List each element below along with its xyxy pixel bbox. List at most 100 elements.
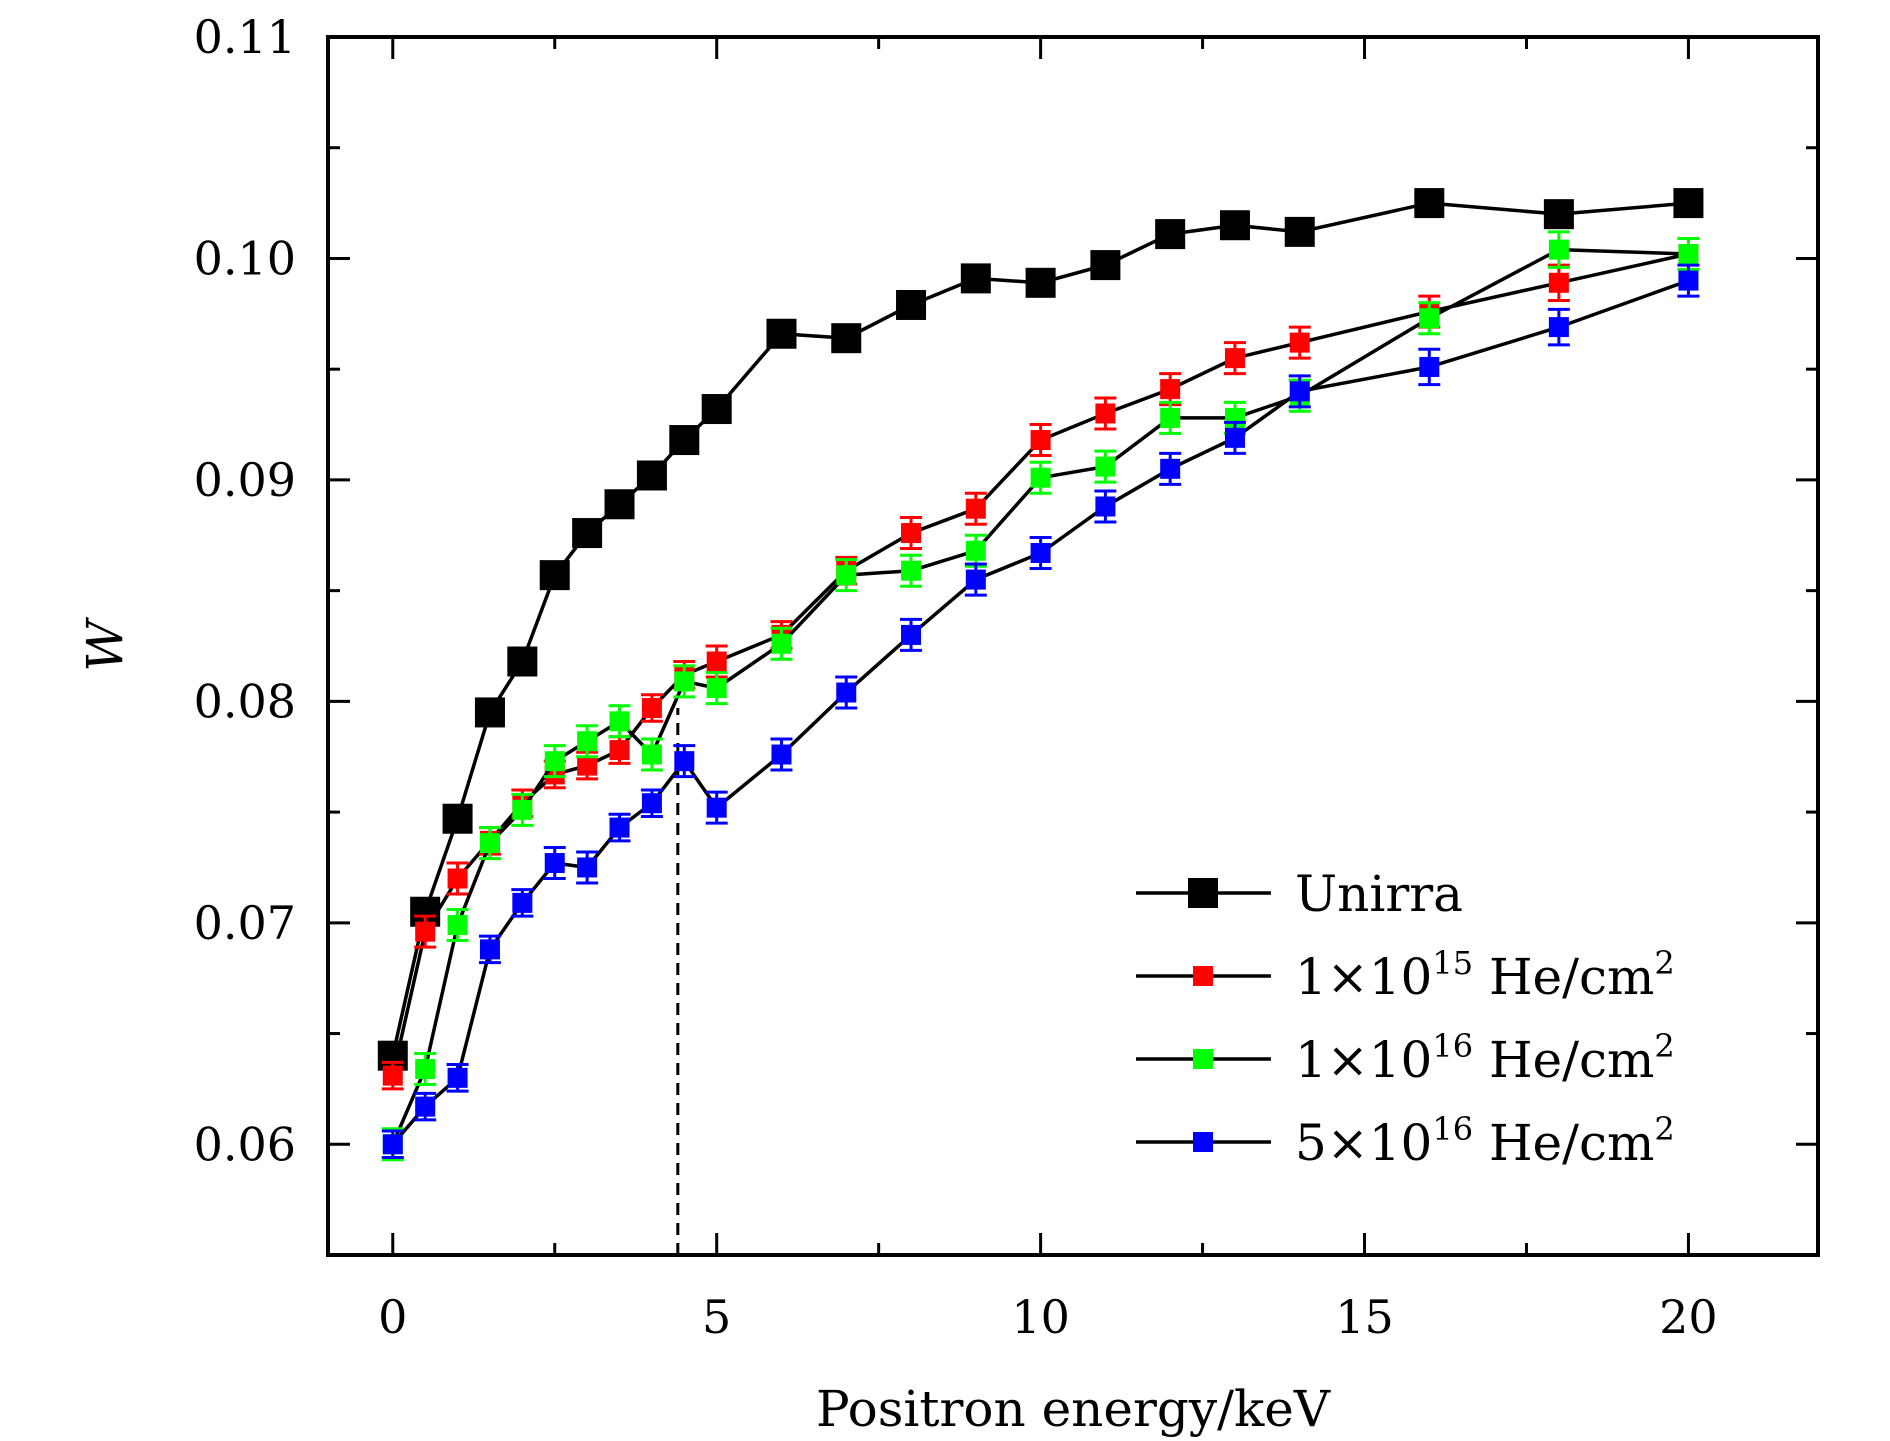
data-point <box>1219 210 1250 241</box>
legend-marker <box>1193 966 1213 986</box>
legend-entry: 1×1016 He/cm2 <box>1136 1027 1675 1089</box>
data-point <box>1090 250 1121 281</box>
data-point <box>382 1065 403 1086</box>
data-point <box>507 646 538 677</box>
data-point <box>479 833 500 854</box>
data-point <box>1414 188 1445 219</box>
plot-frame <box>326 35 1820 1257</box>
data-point <box>1284 216 1315 247</box>
data-point <box>1548 272 1569 293</box>
data-point <box>674 751 695 772</box>
data-point <box>636 460 667 491</box>
legend-label: 5×1016 He/cm2 <box>1295 1110 1675 1172</box>
legend-entry: Unirra <box>1136 865 1463 923</box>
data-point <box>771 633 792 654</box>
data-point <box>415 1058 436 1079</box>
data-point <box>1543 199 1574 230</box>
data-point <box>577 731 598 752</box>
data-point <box>577 755 598 776</box>
data-point <box>896 289 927 320</box>
data-point <box>512 799 533 820</box>
data-point <box>669 425 700 456</box>
series-3 <box>381 263 1700 1160</box>
data-point <box>706 797 727 818</box>
y-tick-label: 0.06 <box>194 1117 296 1171</box>
data-point <box>512 892 533 913</box>
data-point <box>965 498 986 519</box>
y-tick-label: 0.08 <box>194 674 296 728</box>
legend-label: 1×1016 He/cm2 <box>1295 1027 1675 1089</box>
legend-marker <box>1188 878 1218 908</box>
data-point <box>641 744 662 765</box>
x-tick-label: 15 <box>1335 1290 1394 1344</box>
x-tick-label: 10 <box>1011 1290 1070 1344</box>
data-point <box>1155 219 1186 250</box>
data-point <box>1548 239 1569 260</box>
data-point <box>544 853 565 874</box>
data-point <box>706 651 727 672</box>
data-point <box>1030 430 1051 451</box>
data-point <box>1095 403 1116 424</box>
axes-group: 0 5 10 15 20 0.06 0.07 0.08 0.09 0.10 0.11 <box>194 10 1818 1344</box>
series-0 <box>377 188 1704 1071</box>
data-point <box>544 751 565 772</box>
data-point <box>382 1134 403 1155</box>
data-point <box>1160 379 1181 400</box>
x-tick-label: 5 <box>702 1290 731 1344</box>
data-point <box>960 263 991 294</box>
data-point <box>771 744 792 765</box>
data-point <box>965 569 986 590</box>
legend-marker <box>1193 1049 1213 1069</box>
data-point <box>1289 332 1310 353</box>
data-point <box>1030 542 1051 563</box>
series-2 <box>381 230 1700 1162</box>
y-tick-label: 0.09 <box>194 453 296 507</box>
y-axis-title: W <box>76 617 134 672</box>
data-point <box>604 489 635 520</box>
data-point <box>901 560 922 581</box>
data-point <box>415 1096 436 1117</box>
data-point <box>1673 188 1704 219</box>
data-point <box>609 711 630 732</box>
data-point <box>641 698 662 719</box>
y-tick-label: 0.11 <box>194 10 296 64</box>
data-point <box>1224 348 1245 369</box>
data-point <box>1160 458 1181 479</box>
data-point <box>1030 467 1051 488</box>
data-point <box>447 915 468 936</box>
series-line <box>391 201 1689 1057</box>
data-point <box>831 323 862 354</box>
data-point <box>415 921 436 942</box>
data-point <box>1419 356 1440 377</box>
x-axis-title: Positron energy/keV <box>816 1380 1331 1438</box>
data-point <box>577 857 598 878</box>
data-point <box>901 624 922 645</box>
data-point <box>1289 381 1310 402</box>
data-point <box>1678 270 1699 291</box>
x-tick-label: 20 <box>1659 1290 1718 1344</box>
data-point <box>447 1067 468 1088</box>
legend-label: Unirra <box>1295 865 1463 923</box>
legend-entry: 1×1015 He/cm2 <box>1136 944 1675 1006</box>
legend-marker <box>1193 1132 1213 1152</box>
data-point <box>901 523 922 544</box>
series-group <box>377 188 1704 1162</box>
data-point <box>1678 244 1699 265</box>
data-point <box>836 565 857 586</box>
data-point <box>1548 317 1569 338</box>
data-point <box>1095 496 1116 517</box>
data-point <box>572 518 603 549</box>
data-point <box>706 678 727 699</box>
legend-label: 1×1015 He/cm2 <box>1295 944 1675 1006</box>
data-point <box>1095 456 1116 477</box>
series-line <box>391 278 1690 1146</box>
legend-entry: 5×1016 He/cm2 <box>1136 1110 1675 1172</box>
data-point <box>447 868 468 889</box>
data-point <box>1224 427 1245 448</box>
data-point <box>609 817 630 838</box>
data-point <box>1419 308 1440 329</box>
data-point <box>766 318 797 349</box>
data-point <box>474 697 505 728</box>
data-point <box>701 394 732 425</box>
